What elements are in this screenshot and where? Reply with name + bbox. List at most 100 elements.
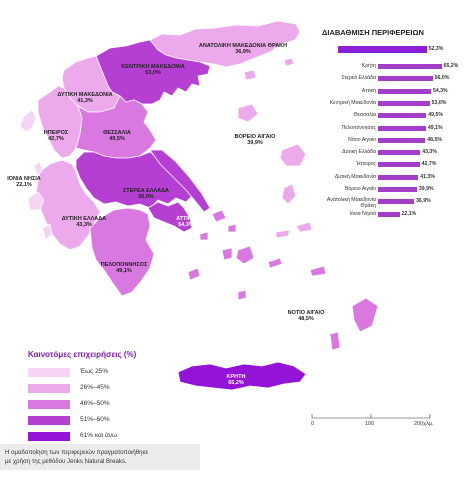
ranking-row: Κεντρική Μακεδονία 53,0% bbox=[300, 99, 460, 108]
region-ba-thasos bbox=[243, 69, 257, 81]
region-label-amth: ΑΝΑΤΟΛΙΚΗ ΜΑΚΕΔΟΝΙΑ ΘΡΑΚΗ 36,9% bbox=[199, 43, 287, 56]
legend-item: 46%–50% bbox=[28, 398, 228, 410]
ranking-bar bbox=[378, 88, 431, 94]
ranking-region-name: Κεντρική Μακεδονία bbox=[329, 99, 376, 106]
region-ba-samos bbox=[295, 221, 313, 233]
region-na-paros bbox=[221, 247, 233, 261]
method-note-line-1: Η ομαδοποίηση των περιφερειών πραγματοπο… bbox=[5, 449, 149, 456]
ranking-row: Κρήτη 65,2% bbox=[300, 62, 460, 71]
region-value: 49,5% bbox=[109, 136, 125, 143]
ranking-value: 54,3% bbox=[432, 87, 448, 94]
region-ba-ikaria bbox=[275, 229, 291, 239]
ranking-title: ΔΙΑΒΑΘΜΙΣΗ ΠΕΡΙΦΕΡΕΙΩΝ bbox=[322, 28, 424, 37]
method-note-line-2: με χρήση της μεθόδου Jenks Natural Break… bbox=[5, 458, 127, 465]
legend-swatch bbox=[28, 384, 70, 393]
region-name: ΠΕΛΟΠΟΝΝΗΣΟΣ bbox=[100, 262, 148, 268]
legend-item: 51%–60% bbox=[28, 414, 228, 426]
region-in-lefkada bbox=[33, 161, 43, 177]
ranking-bar bbox=[378, 76, 433, 82]
legend-label: 61% και άνω bbox=[80, 432, 118, 439]
scale-label-100: 100 bbox=[365, 421, 375, 427]
region-name: ΘΕΣΣΑΛΙΑ bbox=[103, 130, 131, 136]
ranking-row: Στερεά Ελλάδα 56,0% bbox=[300, 74, 460, 83]
ranking-bar bbox=[378, 187, 417, 192]
region-label-in: ΙΟΝΙΑ ΝΗΣΙΑ 22,1% bbox=[7, 176, 41, 189]
region-label-dm: ΔΥΤΙΚΗ ΜΑΚΕΔΟΝΙΑ 41,3% bbox=[57, 92, 112, 105]
legend-title: Καινοτόμες επιχειρήσεις (%) bbox=[28, 350, 137, 359]
ranking-row-total: ΣΥΝΟΛΟ52,3% bbox=[300, 45, 460, 54]
ranking-region-name: Στερεά Ελλάδα bbox=[341, 75, 376, 82]
region-label-de: ΔΥΤΙΚΗ ΕΛΛΑΔΑ 43,3% bbox=[62, 216, 106, 229]
region-th bbox=[75, 95, 157, 159]
ranking-region-name: Θεσσαλία bbox=[353, 112, 377, 119]
ranking-bar bbox=[378, 150, 421, 156]
ranking-bar bbox=[378, 211, 400, 217]
scale-label-200: 200χλμ. bbox=[414, 421, 434, 427]
scale-bar: 0 100 200χλμ. bbox=[311, 410, 434, 430]
region-value: 56,0% bbox=[138, 194, 154, 201]
region-value: 42,7% bbox=[48, 136, 64, 143]
region-ba-chios bbox=[281, 183, 297, 205]
region-na-amorgos bbox=[267, 257, 283, 269]
ranking-region-name: Δυτική Ελλάδα bbox=[342, 149, 376, 156]
ranking-bar bbox=[378, 100, 430, 106]
region-na-naxos bbox=[235, 245, 255, 265]
ranking-row: Ανατολική Μακεδονία Θράκη 36,9% bbox=[300, 197, 460, 209]
region-value: 41,3% bbox=[77, 98, 93, 105]
region-name: ΑΝΑΤΟΛΙΚΗ ΜΑΚΕΔΟΝΙΑ ΘΡΑΚΗ bbox=[198, 43, 288, 49]
region-value: 36,9% bbox=[235, 49, 251, 56]
ranking-region-name: Δυτική Μακεδονία bbox=[334, 173, 376, 180]
ranking-region-name: Νότιο Αιγαίο bbox=[347, 136, 376, 143]
region-value: 39,9% bbox=[247, 140, 263, 147]
region-name: ΚΡΗΤΗ bbox=[226, 374, 246, 380]
ranking-region-name-line: Ανατολική Μακεδονία bbox=[326, 197, 376, 204]
region-value: 53,0% bbox=[145, 70, 161, 77]
region-na-milos bbox=[187, 267, 201, 281]
region-se-evia bbox=[149, 149, 211, 213]
ranking-region-name: Ήπειρος bbox=[356, 161, 376, 168]
ranking-region-name: Ανατολική Μακεδονία Θράκη bbox=[327, 197, 376, 209]
legend-item: 61% και άνω bbox=[28, 430, 228, 442]
legend: Καινοτόμες επιχειρήσεις (%) Έως 25% 26%–4… bbox=[28, 350, 248, 441]
ranking-value: 41,3% bbox=[420, 173, 435, 180]
region-na-kos bbox=[309, 265, 327, 277]
region-label-at: ΑΤΤΙΚΗ 54,3% bbox=[176, 216, 196, 229]
region-name: ΗΠΕΙΡΟΣ bbox=[43, 130, 69, 136]
legend-swatch bbox=[28, 368, 70, 377]
region-ba-limnos bbox=[237, 103, 259, 123]
ranking-region-name: Βόρειο Αιγαίο bbox=[344, 186, 376, 192]
legend-swatch bbox=[28, 432, 70, 441]
ranking-row: Δυτική Ελλάδα 43,3% bbox=[300, 148, 460, 157]
region-pe bbox=[89, 207, 155, 297]
ranking-value: 43,3% bbox=[422, 149, 437, 156]
region-name: ΑΤΤΙΚΗ bbox=[176, 216, 196, 222]
region-label-km: ΚΕΝΤΡΙΚΗ ΜΑΚΕΔΟΝΙΑ 53,0% bbox=[121, 64, 184, 77]
region-label-se: ΣΤΕΡΕΑ ΕΛΛΑΔΑ 56,0% bbox=[123, 188, 169, 201]
ranking-value: 39,9% bbox=[418, 186, 434, 192]
region-at bbox=[147, 201, 193, 233]
region-value: 43,3% bbox=[76, 222, 92, 229]
ranking-value: 22,1% bbox=[401, 210, 417, 217]
ranking-region-name: Πελοπόννησος bbox=[341, 124, 376, 131]
ranking-region-name: Ιόνια Νησιά bbox=[349, 210, 377, 217]
region-na-rhodes bbox=[351, 297, 379, 333]
legend-swatch bbox=[28, 400, 70, 409]
ranking-row: Δυτική Μακεδονία 41,3% bbox=[300, 173, 460, 182]
region-name: ΔΥΤΙΚΗ ΕΛΛΑΔΑ bbox=[61, 216, 107, 222]
ranking-row: Ήπειρος 42,7% bbox=[300, 160, 460, 169]
ranking-bar bbox=[378, 162, 420, 168]
region-label-th: ΘΕΣΣΑΛΙΑ 49,5% bbox=[103, 130, 131, 143]
region-shapes bbox=[19, 20, 379, 391]
region-name: ΣΤΕΡΕΑ ΕΛΛΑΔΑ bbox=[122, 188, 170, 194]
region-in-zakynthos bbox=[41, 223, 53, 241]
region-label-kr: ΚΡΗΤΗ 65,2% bbox=[227, 374, 246, 387]
region-value: 54,3% bbox=[178, 222, 194, 229]
ranking-region-name-line: Θράκη bbox=[360, 203, 376, 210]
region-value: 49,1% bbox=[116, 268, 132, 275]
ranking-row: Θεσσαλία 49,5% bbox=[300, 111, 460, 120]
region-in-kefalonia bbox=[27, 191, 45, 211]
ranking-bar bbox=[378, 174, 419, 180]
ranking-value: 49,1% bbox=[427, 124, 443, 131]
region-na-andros bbox=[211, 209, 227, 223]
ranking-region-name: Αττική bbox=[361, 87, 376, 94]
